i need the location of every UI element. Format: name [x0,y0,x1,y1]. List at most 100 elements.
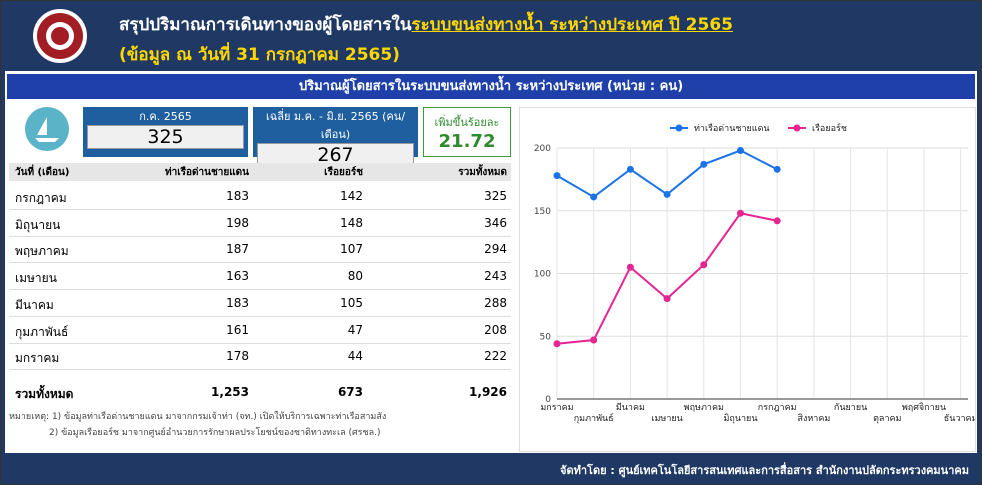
row-divider [9,369,511,371]
kpi-card: เพิ่มขึ้นร้อยละ 21.72 [423,107,511,157]
table-cell: 44 [347,349,363,364]
x-tick-label: กุมภาพันธ์ [574,412,614,424]
row-divider [9,262,511,264]
title-text: สรุปปริมาณการเดินทางของผู้โดยสารใน [119,15,412,35]
legend-label: เรือยอร์ช [812,122,847,134]
total-cell: 1,253 [211,385,249,399]
kpi-value: 21.72 [438,131,496,152]
subtitle: (ข้อมูล ณ วันที่ 31 กรกฎาคม 2565) [119,45,400,65]
table-cell: 148 [340,215,363,230]
data-point [663,295,671,303]
data-point [773,217,781,225]
table-cell: 105 [340,295,363,310]
data-point [736,209,744,217]
legend-swatch [675,124,683,132]
column-header: รวมทั้งหมด [458,167,507,178]
kpi-value: 325 [87,125,244,149]
row-divider [9,289,511,291]
table-cell: พฤษภาคม [15,244,69,259]
row-divider [9,342,511,344]
data-point [736,147,744,155]
table-cell: 47 [347,322,363,337]
table-cell: 222 [484,349,507,364]
column-header: วันที่ (เดือน) [15,167,70,178]
table-cell: มิถุนายน [15,217,61,232]
table-cell: 243 [484,269,507,284]
table-cell: 163 [226,269,249,284]
kpi-card: เฉลี่ย ม.ค. - มิ.ย. 2565 (คน/เดือน) 267 [253,107,418,167]
table-cell: 346 [484,215,507,230]
content: ปริมาณผู้โดยสารในระบบขนส่งทางน้ำ ระหว่าง… [5,71,977,453]
x-tick-label: มกราคม [540,403,573,413]
y-tick-label: 150 [534,207,551,217]
x-tick-label: มิถุนายน [723,413,757,424]
x-tick-label: พฤษภาคม [684,403,724,413]
table-cell: กรกฎาคม [15,191,67,205]
total-cell: 673 [337,385,363,399]
y-tick-label: 100 [534,270,551,280]
legend-swatch [793,124,801,132]
data-point [773,165,781,173]
table-cell: 183 [226,189,249,203]
data-point [626,263,634,271]
table-cell: มีนาคม [15,297,54,312]
table-cell: 80 [347,269,363,284]
kpi-card: ก.ค. 2565 325 [83,107,248,157]
row-divider [9,209,511,210]
legend-label: ท่าเรือด่านชายแดน [694,123,770,134]
total-cell: 1,926 [469,385,507,399]
row-divider [9,315,511,317]
row-divider [9,235,511,237]
data-point [700,261,708,269]
x-tick-label: มีนาคม [616,402,645,413]
note: 2) ข้อมูลเรือยอร์ช มาจากศูนย์อำนวยการรัก… [49,428,381,438]
table-cell: 183 [226,295,249,310]
table: วันที่ (เดือน) ท่าเรือด่านชายแดน เรือยอร์ช… [9,163,511,413]
table-cell: กุมภาพันธ์ [15,324,69,339]
total-cell: รวมทั้งหมด [15,387,74,401]
x-tick-label: พฤศจิกายน [902,402,946,413]
data-point [626,165,634,173]
kpi-label: เพิ่มขึ้นร้อยละ [434,116,500,129]
logo [33,9,87,63]
data-point [590,336,598,344]
x-tick-label: กรกฎาคม [758,403,797,413]
banner: ปริมาณผู้โดยสารในระบบขนส่งทางน้ำ ระหว่าง… [7,74,975,99]
note: หมายเหตุ: 1) ข้อมูลท่าเรือด่านชายแดน มาจ… [9,412,387,422]
kpi-label: เฉลี่ย ม.ค. - มิ.ย. 2565 (คน/เดือน) [265,110,406,141]
table-cell: 178 [226,349,249,364]
data-point [553,172,561,180]
footer: จัดทำโดย : ศูนย์เทคโนโลยีสารสนเทศและการส… [560,464,969,477]
table-cell: 288 [484,295,507,310]
data-point [590,193,598,201]
data-point [553,340,561,348]
table-cell: 187 [226,242,249,257]
kpi-label: ก.ค. 2565 [139,110,192,123]
data-point [663,190,671,198]
title: สรุปปริมาณการเดินทางของผู้โดยสารในระบบขน… [119,11,733,38]
x-tick-label: เมษายน [651,414,682,424]
data-point [700,160,708,168]
x-tick-label: ธันวาคม [944,414,976,424]
table-cell: 161 [226,322,249,337]
line-chart: 0 50 100 150 200 มกราคมกุมภาพันธ์มีนาคมเมษายน… [519,107,976,452]
y-tick-label: 200 [534,144,551,154]
y-tick-label: 0 [545,395,551,405]
table-cell: 142 [340,189,363,203]
table-cell: เมษายน [15,271,57,286]
y-tick-label: 50 [540,332,552,342]
table-cell: 107 [340,242,363,257]
table-cell: 325 [484,189,507,203]
x-tick-label: สิงหาคม [797,413,830,424]
table-header [9,163,511,181]
column-header: เรือยอร์ช [324,167,363,178]
x-tick-label: กันยายน [834,403,867,413]
table-cell: 208 [484,322,507,337]
x-tick-label: ตุลาคม [873,414,901,424]
table-cell: มกราคม [15,351,60,366]
table-cell: 198 [226,215,249,230]
title-highlight: ระบบขนส่งทางน้ำ ระหว่างประเทศ ปี 2565 [411,15,734,35]
boat-icon [25,107,69,151]
column-header: ท่าเรือด่านชายแดน [165,167,249,178]
